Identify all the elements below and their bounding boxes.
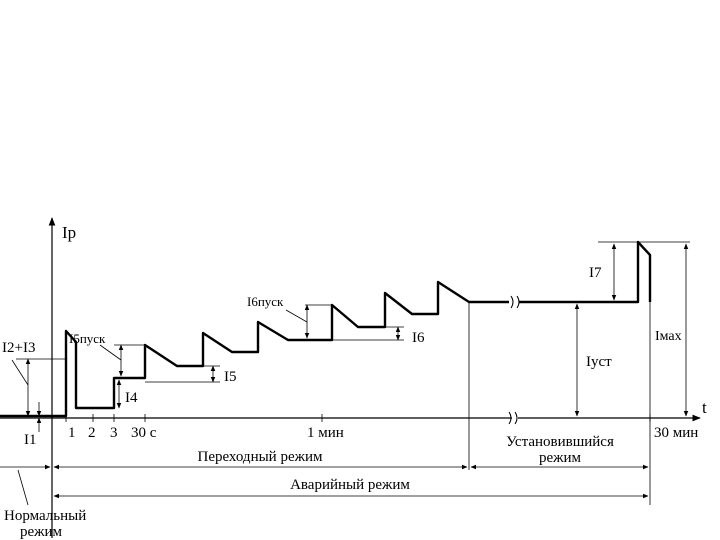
- label-i4: I4: [125, 390, 138, 406]
- y-axis-label: Iр: [62, 223, 76, 242]
- label-imax: Iмах: [655, 329, 682, 344]
- label-i6start: I6пуск: [247, 294, 284, 309]
- label-i5: I5: [224, 369, 237, 385]
- transient-mode-label: Переходный режим: [197, 449, 323, 465]
- i5start-leader: [99, 344, 122, 361]
- label-i6: I6: [412, 330, 425, 346]
- steady-mode-label-1: Установившийся: [506, 434, 614, 450]
- label-i5start: I5пуск: [69, 331, 106, 346]
- current-curve-steady: [519, 240, 652, 304]
- normal-mode-label-2: режим: [20, 524, 63, 540]
- x-axis-break-mark: [508, 411, 518, 425]
- label-i1: I1: [24, 432, 37, 448]
- normal-mode-label-1: Нормальный: [4, 508, 86, 524]
- tick-label-30min: 30 мин: [654, 425, 698, 441]
- tick-label-2: 2: [88, 425, 96, 441]
- emergency-mode-label: Аварийный режим: [290, 477, 410, 493]
- label-i23: I2+I3: [2, 340, 35, 356]
- tick-label-3: 3: [110, 425, 118, 441]
- tick-label-30s: 30 с: [131, 425, 157, 441]
- i23-leader: [11, 359, 29, 386]
- tick-label-1min: 1 мин: [307, 425, 344, 441]
- normal-mode-leader: [17, 469, 29, 506]
- tick-label-1: 1: [68, 425, 76, 441]
- label-iust: Iуст: [586, 354, 612, 370]
- label-i7: I7: [589, 265, 602, 281]
- curve-break-mark: [510, 295, 520, 309]
- current-curve: [0, 280, 509, 418]
- i6start-leader: [285, 309, 308, 323]
- steady-mode-label-2: режим: [539, 450, 582, 466]
- x-axis-label: t: [702, 398, 707, 417]
